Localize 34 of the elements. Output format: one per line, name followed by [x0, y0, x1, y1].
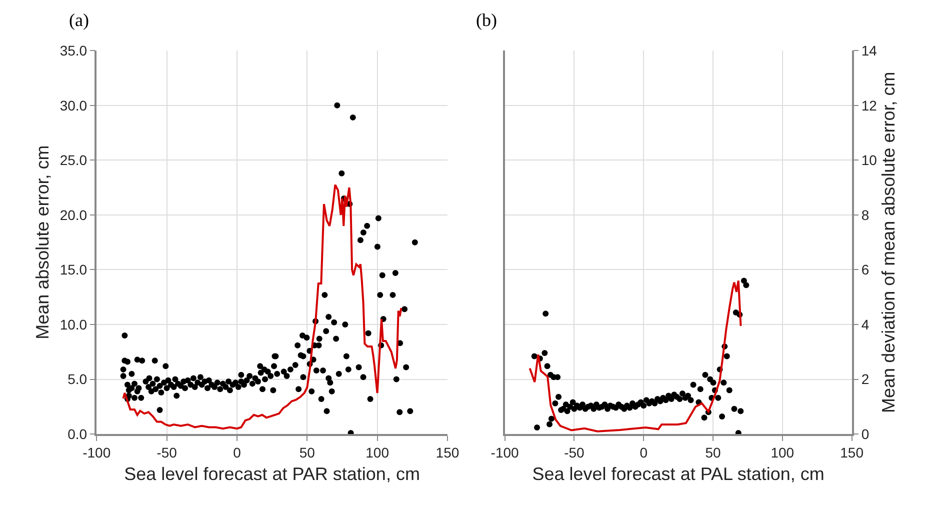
y2-tick-label: 10	[861, 152, 878, 168]
y2-tick-label: 14	[861, 42, 878, 59]
y-tick-label: 15.0	[60, 262, 88, 278]
x-tick-label: -100	[490, 444, 520, 461]
x-axis-title: Sea level forecast at PAL station, cm	[532, 464, 824, 484]
x-tick-label: 100	[770, 444, 794, 461]
y2-tick-label: 4	[861, 316, 870, 332]
x-tick-label: 0	[233, 444, 242, 461]
x-tick-label: 150	[840, 444, 864, 461]
y2-axis-title: Mean deviation of mean absolute error, cm	[878, 72, 899, 413]
y2-tick-label: 12	[861, 97, 878, 114]
x-tick-label: -50	[564, 444, 585, 461]
y2-tick-label: 0	[861, 426, 870, 442]
x-tick-label: -50	[156, 444, 178, 461]
chart-title: (a)	[69, 10, 89, 30]
y-axis-title: Mean absolute error, cm	[32, 145, 53, 340]
chart-title: (b)	[476, 10, 497, 30]
x-tick-label: 0	[640, 444, 648, 461]
x-axis-title: Sea level forecast at PAR station, cm	[124, 464, 420, 484]
x-tick-label: -100	[82, 444, 111, 461]
y2-tick-label: 6	[861, 262, 870, 278]
y-tick-label: 20.0	[60, 206, 88, 223]
y-tick-label: 0.0	[68, 426, 88, 442]
y2-tick-label: 2	[861, 371, 870, 388]
x-tick-label: 50	[705, 444, 722, 461]
y-tick-label: 35.0	[60, 42, 88, 59]
y-tick-label: 30.0	[60, 97, 88, 114]
x-tick-label: 150	[436, 444, 460, 461]
x-tick-label: 50	[299, 444, 316, 461]
x-tick-label: 100	[366, 444, 390, 461]
y-tick-label: 5.0	[68, 371, 88, 388]
y2-tick-label: 8	[861, 206, 870, 223]
y-tick-label: 10.0	[60, 316, 88, 332]
y-tick-label: 25.0	[60, 152, 88, 168]
